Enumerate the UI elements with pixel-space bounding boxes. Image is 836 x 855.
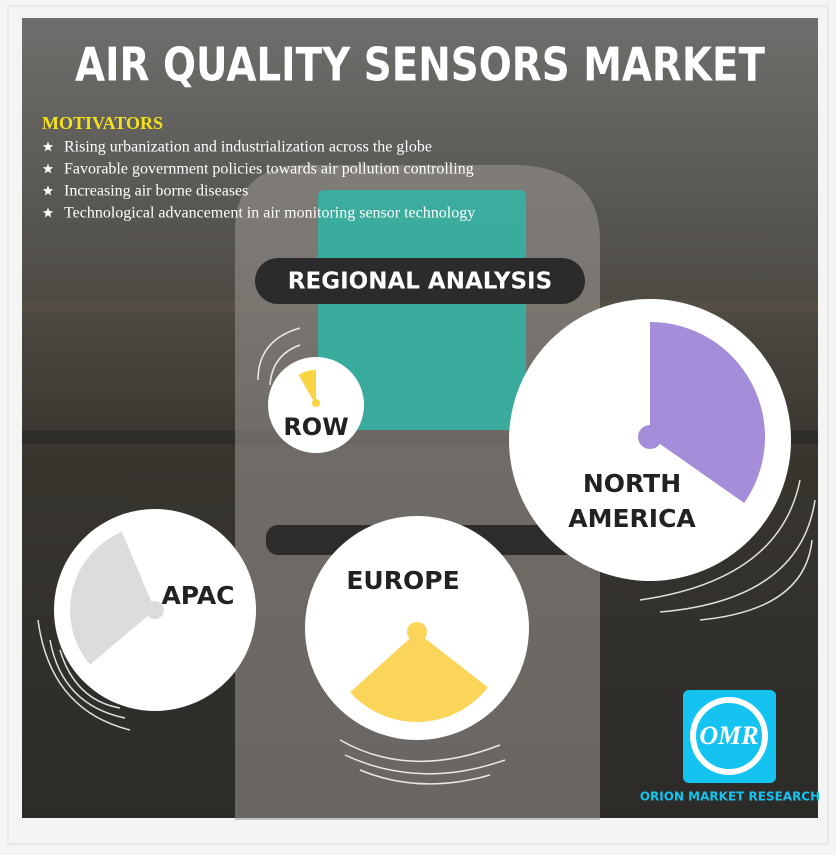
motion-lines — [37, 327, 816, 785]
regional-heading: REGIONAL ANALYSIS — [288, 269, 552, 295]
north-america-wedge — [650, 322, 766, 503]
row-dot — [312, 399, 320, 407]
north-america-dot — [638, 425, 662, 449]
europe-dot — [407, 622, 427, 642]
logo-initials: OMR — [699, 721, 758, 750]
motivator-item: Increasing air borne diseases — [64, 183, 248, 200]
title: AIR QUALITY SENSORS MARKET — [75, 38, 766, 92]
bullet-star — [42, 185, 54, 196]
motivator-item: Rising urbanization and industrializatio… — [64, 139, 432, 156]
bullet-star — [42, 163, 54, 174]
logo-name: ORION MARKET RESEARCH — [640, 790, 820, 804]
region-label: APAC — [161, 581, 234, 610]
region-label: NORTH — [583, 469, 681, 498]
region-label: AMERICA — [568, 504, 696, 533]
regional-pill — [255, 258, 585, 304]
region-label: EUROPE — [346, 566, 459, 595]
logo-ring — [690, 697, 768, 775]
frame — [7, 5, 829, 845]
region-label: ROW — [283, 413, 348, 441]
motivator-item: Technological advancement in air monitor… — [64, 205, 475, 222]
row-wedge — [298, 370, 316, 405]
bullet-star — [42, 141, 54, 152]
apac-dot — [146, 601, 164, 619]
motivator-item: Favorable government policies towards ai… — [64, 161, 474, 178]
europe-wedge — [350, 632, 488, 722]
device-screen — [318, 190, 526, 430]
motivators-heading: MOTIVATORS — [42, 113, 163, 133]
apac-wedge — [70, 531, 155, 665]
bullet-star — [42, 207, 54, 218]
